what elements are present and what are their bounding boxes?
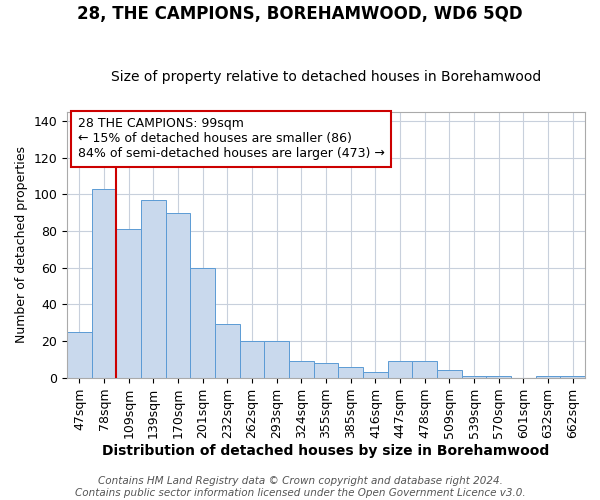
Bar: [388, 361, 412, 378]
Bar: [363, 372, 388, 378]
Bar: [437, 370, 462, 378]
Bar: [141, 200, 166, 378]
Bar: [92, 189, 116, 378]
Bar: [265, 341, 289, 378]
Bar: [215, 324, 240, 378]
Bar: [67, 332, 92, 378]
Bar: [487, 376, 511, 378]
Text: Contains HM Land Registry data © Crown copyright and database right 2024.
Contai: Contains HM Land Registry data © Crown c…: [74, 476, 526, 498]
Bar: [190, 268, 215, 378]
Title: Size of property relative to detached houses in Borehamwood: Size of property relative to detached ho…: [111, 70, 541, 85]
Bar: [536, 376, 560, 378]
Bar: [314, 363, 338, 378]
Bar: [338, 366, 363, 378]
Text: 28, THE CAMPIONS, BOREHAMWOOD, WD6 5QD: 28, THE CAMPIONS, BOREHAMWOOD, WD6 5QD: [77, 5, 523, 23]
Bar: [116, 230, 141, 378]
Bar: [289, 361, 314, 378]
Text: 28 THE CAMPIONS: 99sqm
← 15% of detached houses are smaller (86)
84% of semi-det: 28 THE CAMPIONS: 99sqm ← 15% of detached…: [77, 118, 385, 160]
Bar: [462, 376, 487, 378]
Bar: [560, 376, 585, 378]
Y-axis label: Number of detached properties: Number of detached properties: [15, 146, 28, 344]
Bar: [240, 341, 265, 378]
Bar: [166, 213, 190, 378]
X-axis label: Distribution of detached houses by size in Borehamwood: Distribution of detached houses by size …: [103, 444, 550, 458]
Bar: [412, 361, 437, 378]
